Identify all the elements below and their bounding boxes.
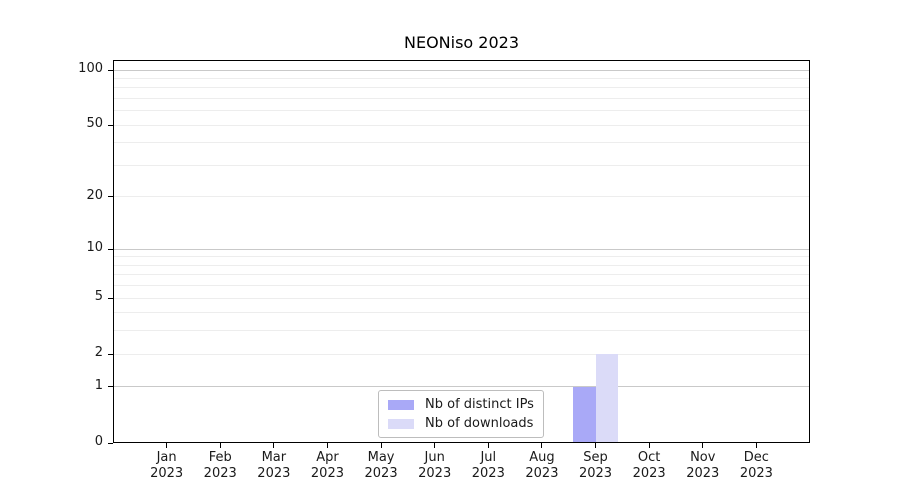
minor-gridline (113, 164, 810, 166)
minor-gridline (113, 77, 810, 79)
legend-label-distinct-ips: Nb of distinct IPs (425, 397, 534, 412)
bar-distinct-ips-sep (573, 386, 596, 443)
x-tick-label: Dec 2023 (739, 450, 773, 481)
spine-left (113, 60, 114, 443)
y-tick (108, 69, 113, 71)
spine-top (113, 60, 810, 61)
y-tick (108, 196, 113, 198)
minor-gridline (113, 330, 810, 332)
y-tick-label: 0 (94, 434, 103, 449)
y-tick (108, 386, 113, 388)
minor-gridline (113, 110, 810, 112)
minor-gridline (113, 124, 810, 126)
minor-gridline (113, 264, 810, 266)
plot-area: Nb of distinct IPs Nb of downloads 0 1 2 5 1… (78, 60, 810, 481)
y-tick (108, 442, 113, 444)
legend: Nb of distinct IPs Nb of downloads (378, 390, 544, 438)
minor-gridline (113, 142, 810, 144)
x-tick (755, 443, 757, 448)
x-tick-label: Apr 2023 (310, 450, 344, 481)
minor-gridline (113, 297, 810, 299)
y-tick-label: 10 (86, 240, 103, 256)
y-tick-label: 50 (86, 116, 103, 132)
legend-entry-downloads: Nb of downloads (388, 415, 534, 432)
x-tick-label: Aug 2023 (525, 450, 559, 481)
y-tick-label: 2 (94, 345, 103, 361)
x-tick (541, 443, 543, 448)
x-tick (648, 443, 650, 448)
x-tick (326, 443, 328, 448)
major-gridline (113, 386, 810, 388)
major-gridline (113, 248, 810, 250)
bar-downloads-sep (595, 354, 619, 443)
minor-gridline (113, 196, 810, 198)
y-tick (108, 124, 113, 126)
legend-swatch-downloads-icon (388, 418, 414, 429)
x-tick-label: Oct 2023 (632, 450, 666, 481)
y-tick (108, 353, 113, 355)
x-tick-label: Feb 2023 (203, 450, 237, 481)
x-tick-label: Jul 2023 (471, 450, 505, 481)
legend-label-downloads: Nb of downloads (425, 416, 534, 431)
y-tick-label: 1 (94, 377, 103, 393)
x-tick (166, 443, 168, 448)
y-tick (108, 297, 113, 299)
x-tick (219, 443, 221, 448)
y-tick-label: 100 (78, 61, 103, 76)
chart-title: NEONiso 2023 (403, 33, 519, 52)
x-tick (273, 443, 275, 448)
spine-bottom (113, 442, 810, 443)
x-tick (434, 443, 436, 448)
x-tick (595, 443, 597, 448)
x-tick (380, 443, 382, 448)
minor-gridline (113, 285, 810, 287)
x-tick (702, 443, 704, 448)
legend-entry-distinct-ips: Nb of distinct IPs (388, 396, 534, 413)
x-tick-label: Jun 2023 (418, 450, 452, 481)
minor-gridline (113, 256, 810, 258)
x-tick-label: Mar 2023 (257, 450, 291, 481)
legend-swatch-distinct-ips-icon (388, 399, 414, 410)
x-tick-label: May 2023 (364, 450, 398, 481)
y-tick-label: 20 (86, 187, 103, 203)
y-tick-label: 5 (94, 289, 103, 305)
spine-right (809, 60, 810, 443)
x-tick (487, 443, 489, 448)
minor-gridline (113, 87, 810, 89)
minor-gridline (113, 274, 810, 276)
x-tick-label: Sep 2023 (578, 450, 613, 481)
minor-gridline (113, 353, 810, 355)
x-tick-label: Jan 2023 (150, 450, 184, 481)
minor-gridline (113, 312, 810, 314)
x-tick-label: Nov 2023 (686, 450, 720, 481)
y-tick (108, 248, 113, 250)
major-gridline (113, 69, 810, 71)
minor-gridline (113, 97, 810, 99)
